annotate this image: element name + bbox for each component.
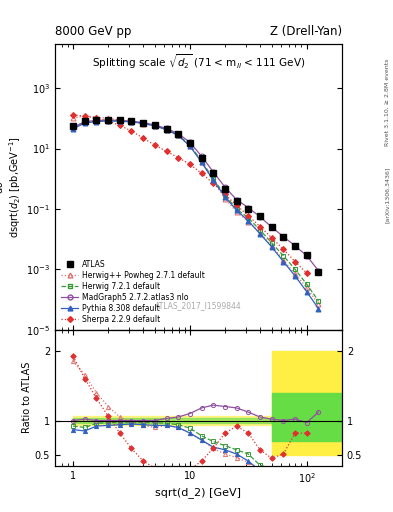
Text: 8000 GeV pp: 8000 GeV pp [55, 26, 131, 38]
Text: Splitting scale $\sqrt{d_2}$ (71 < m$_{ll}$ < 111 GeV): Splitting scale $\sqrt{d_2}$ (71 < m$_{l… [92, 52, 305, 71]
Y-axis label: Ratio to ATLAS: Ratio to ATLAS [22, 362, 32, 434]
X-axis label: sqrt(d_2) [GeV]: sqrt(d_2) [GeV] [156, 487, 241, 498]
Legend: ATLAS, Herwig++ Powheg 2.7.1 default, Herwig 7.2.1 default, MadGraph5 2.7.2.atla: ATLAS, Herwig++ Powheg 2.7.1 default, He… [59, 258, 207, 326]
Y-axis label: d$\sigma$
dsqrt($d_2$) [pb,GeV$^{-1}$]: d$\sigma$ dsqrt($d_2$) [pb,GeV$^{-1}$] [0, 136, 24, 238]
Text: ATLAS_2017_I1599844: ATLAS_2017_I1599844 [155, 301, 242, 310]
Text: Z (Drell-Yan): Z (Drell-Yan) [270, 26, 342, 38]
Text: Rivet 3.1.10, ≥ 2.8M events: Rivet 3.1.10, ≥ 2.8M events [385, 59, 390, 146]
Text: [arXiv:1306.3436]: [arXiv:1306.3436] [385, 166, 390, 223]
